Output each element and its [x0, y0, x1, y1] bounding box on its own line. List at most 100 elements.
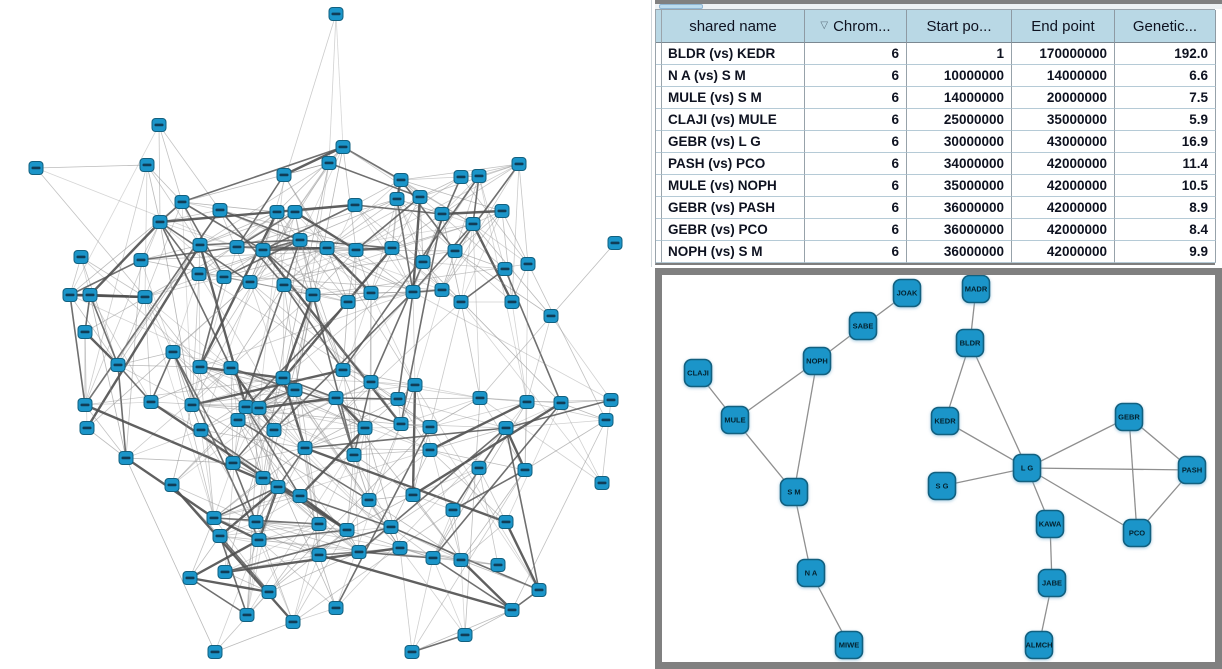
network-node[interactable]: [346, 448, 362, 462]
network-node[interactable]: [285, 615, 301, 629]
network-node[interactable]: [434, 283, 450, 297]
network-node[interactable]: [348, 243, 364, 257]
network-node[interactable]: [207, 645, 223, 659]
network-node-SG[interactable]: S G: [927, 471, 957, 501]
network-node[interactable]: [311, 517, 327, 531]
network-node[interactable]: [137, 290, 153, 304]
network-node-BLDR[interactable]: BLDR: [955, 328, 985, 358]
network-node[interactable]: [328, 391, 344, 405]
network-node[interactable]: [192, 360, 208, 374]
network-node[interactable]: [238, 400, 254, 414]
network-node[interactable]: [347, 198, 363, 212]
network-edge-LG-PCO[interactable]: [1026, 467, 1138, 534]
table-cell[interactable]: BLDR (vs) KEDR: [662, 43, 805, 65]
network-node[interactable]: [339, 523, 355, 537]
table-cell[interactable]: 5.9: [1115, 109, 1216, 131]
table-cell[interactable]: CLAJI (vs) MULE: [662, 109, 805, 131]
network-node[interactable]: [504, 295, 520, 309]
network-node[interactable]: [216, 270, 232, 284]
network-node-CLAJI[interactable]: CLAJI: [683, 358, 713, 388]
network-node[interactable]: [422, 420, 438, 434]
network-node[interactable]: [77, 325, 93, 339]
network-node[interactable]: [311, 548, 327, 562]
network-edge-NOPH-SM[interactable]: [793, 360, 818, 493]
table-cell[interactable]: GEBR (vs) PCO: [662, 219, 805, 241]
network-node[interactable]: [517, 463, 533, 477]
network-node[interactable]: [77, 398, 93, 412]
network-node[interactable]: [266, 423, 282, 437]
network-node[interactable]: [248, 515, 264, 529]
network-node[interactable]: [270, 480, 286, 494]
table-cell[interactable]: 34000000: [907, 153, 1012, 175]
table-cell[interactable]: 16.9: [1115, 131, 1216, 153]
network-node[interactable]: [447, 244, 463, 258]
network-node-KEDR[interactable]: KEDR: [930, 406, 960, 436]
network-node[interactable]: [276, 168, 292, 182]
network-node[interactable]: [543, 309, 559, 323]
table-cell[interactable]: 14000000: [907, 87, 1012, 109]
network-node[interactable]: [212, 529, 228, 543]
network-node-MADR[interactable]: MADR: [961, 275, 991, 304]
network-node[interactable]: [191, 267, 207, 281]
network-node[interactable]: [255, 471, 271, 485]
network-node[interactable]: [453, 170, 469, 184]
network-node[interactable]: [407, 378, 423, 392]
network-node[interactable]: [520, 257, 536, 271]
table-cell[interactable]: 30000000: [907, 131, 1012, 153]
network-node[interactable]: [73, 250, 89, 264]
network-node[interactable]: [453, 553, 469, 567]
table-horizontal-scrollbar[interactable]: [655, 4, 1222, 9]
network-node[interactable]: [217, 565, 233, 579]
network-node[interactable]: [393, 173, 409, 187]
table-cell[interactable]: 25000000: [907, 109, 1012, 131]
table-cell[interactable]: 42000000: [1012, 175, 1115, 197]
table-cell[interactable]: 10000000: [907, 65, 1012, 87]
table-cell[interactable]: 1: [907, 43, 1012, 65]
network-edge-NOPH-MULE[interactable]: [734, 360, 818, 421]
network-node-SABE[interactable]: SABE: [848, 311, 878, 341]
network-node[interactable]: [184, 398, 200, 412]
table-cell[interactable]: 14000000: [1012, 65, 1115, 87]
table-cell[interactable]: 36000000: [907, 219, 1012, 241]
table-cell[interactable]: 6: [805, 197, 907, 219]
network-node[interactable]: [594, 476, 610, 490]
table-cell[interactable]: 42000000: [1012, 153, 1115, 175]
network-node-MULE[interactable]: MULE: [720, 405, 750, 435]
network-edge-BLDR-LG[interactable]: [969, 342, 1028, 469]
network-node-PCO[interactable]: PCO: [1122, 518, 1152, 548]
network-node[interactable]: [193, 423, 209, 437]
network-node[interactable]: [287, 383, 303, 397]
column-header-start-po-[interactable]: Start po...: [907, 10, 1012, 43]
table-cell[interactable]: 6: [805, 43, 907, 65]
network-node[interactable]: [457, 628, 473, 642]
network-node[interactable]: [497, 262, 513, 276]
network-node[interactable]: [351, 545, 367, 559]
network-node[interactable]: [445, 503, 461, 517]
network-node[interactable]: [297, 441, 313, 455]
table-cell[interactable]: 6: [805, 175, 907, 197]
network-node[interactable]: [405, 285, 421, 299]
table-cell[interactable]: 6: [805, 131, 907, 153]
network-node[interactable]: [255, 243, 271, 257]
network-node[interactable]: [404, 645, 420, 659]
table-cell[interactable]: 8.9: [1115, 197, 1216, 219]
table-cell[interactable]: 6: [805, 109, 907, 131]
network-node[interactable]: [465, 217, 481, 231]
network-node[interactable]: [225, 456, 241, 470]
network-node[interactable]: [393, 417, 409, 431]
network-node-LG[interactable]: L G: [1012, 453, 1042, 483]
network-node[interactable]: [389, 192, 405, 206]
network-node[interactable]: [165, 345, 181, 359]
network-node-NA[interactable]: N A: [796, 558, 826, 588]
network-node[interactable]: [603, 393, 619, 407]
network-node[interactable]: [206, 511, 222, 525]
network-node[interactable]: [361, 493, 377, 507]
column-header-shared-name[interactable]: shared name: [662, 10, 805, 43]
network-node[interactable]: [321, 156, 337, 170]
network-node[interactable]: [553, 396, 569, 410]
network-node[interactable]: [434, 207, 450, 221]
network-node[interactable]: [340, 295, 356, 309]
network-node[interactable]: [392, 541, 408, 555]
table-cell[interactable]: GEBR (vs) L G: [662, 131, 805, 153]
